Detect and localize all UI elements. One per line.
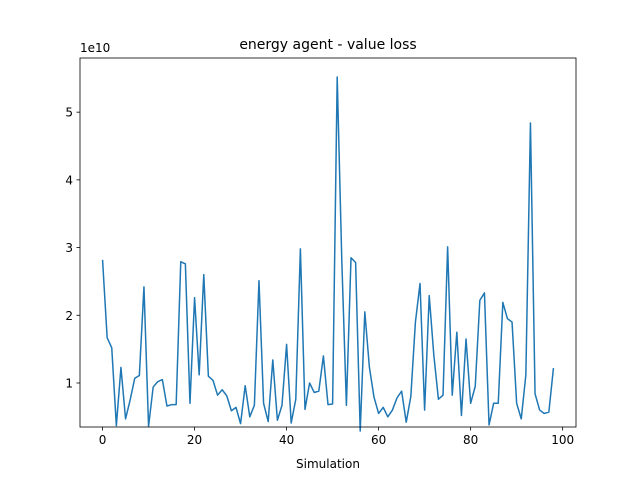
x-tick-label: 100: [551, 433, 574, 447]
x-tick-label: 20: [187, 433, 202, 447]
x-tick-label: 80: [463, 433, 478, 447]
chart-title: energy agent - value loss: [239, 37, 416, 53]
y-offset-label: 1e10: [80, 41, 110, 55]
plot-frame: [79, 57, 577, 428]
x-tick-label: 60: [371, 433, 386, 447]
x-tick-label: 0: [99, 433, 107, 447]
y-tick-label: 4: [65, 173, 73, 187]
series-line-0: [101, 76, 555, 432]
x-tick-label: 40: [279, 433, 294, 447]
y-tick-label: 2: [65, 309, 73, 323]
y-tick-label: 1: [65, 376, 73, 390]
y-tick-label: 3: [65, 241, 73, 255]
y-tick-label: 5: [65, 106, 73, 120]
x-axis-label: Simulation: [296, 457, 360, 471]
plot-area: 0 20 40 60 80 100 1 2 3 4 5: [65, 57, 577, 447]
